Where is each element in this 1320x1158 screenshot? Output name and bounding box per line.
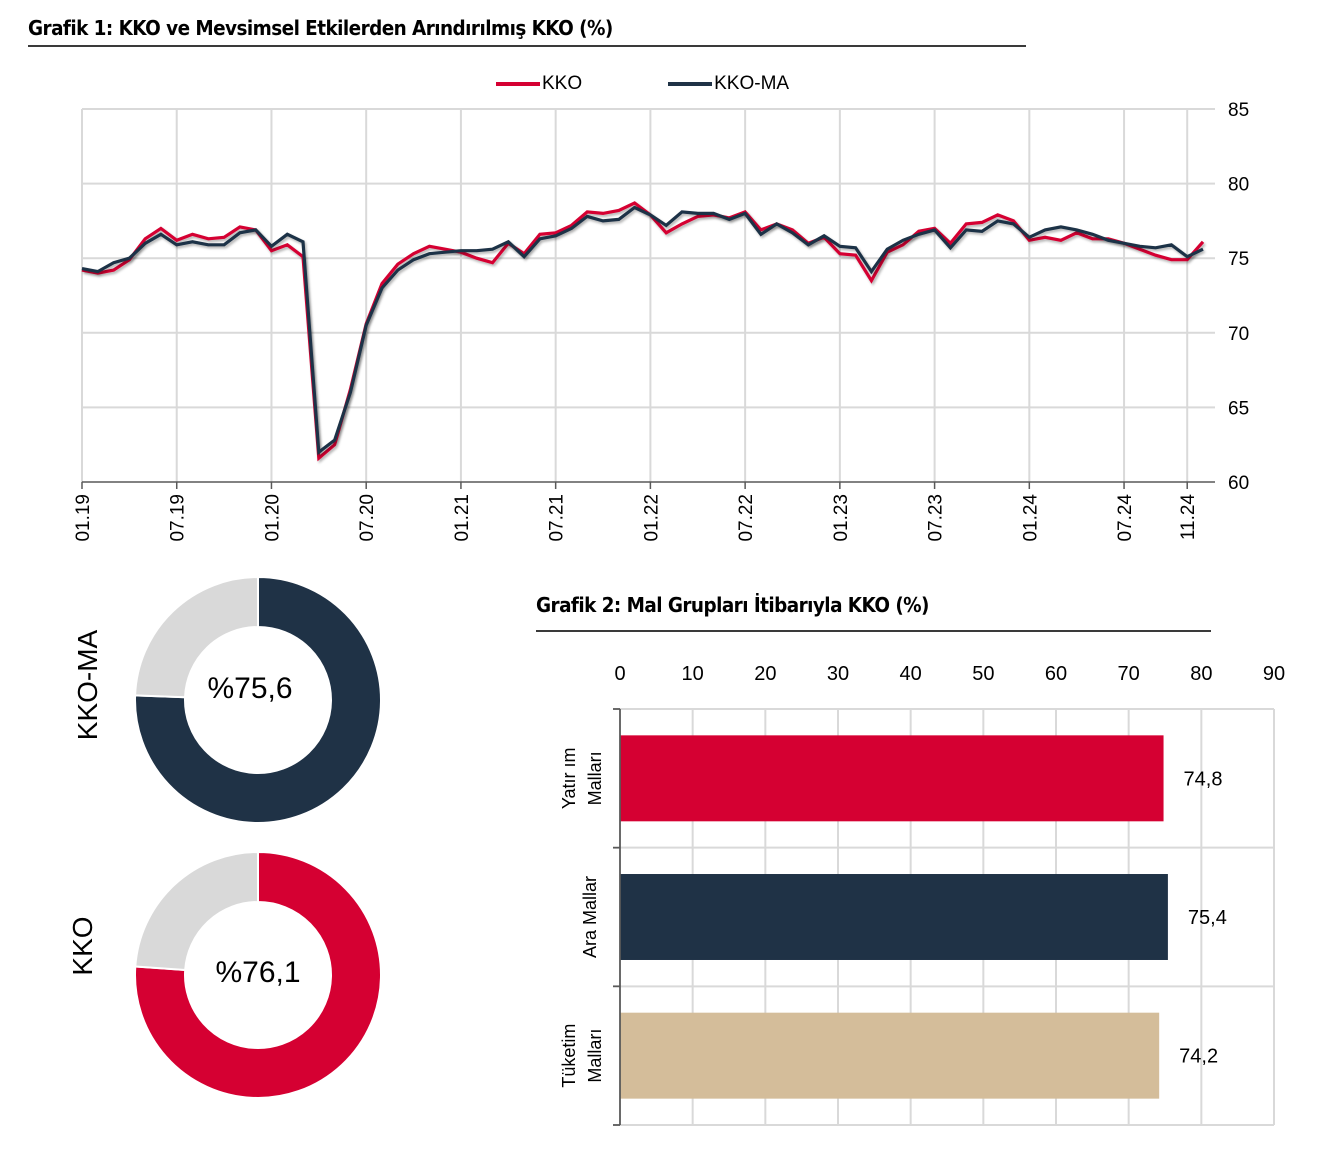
bar-chart-value-labels: 74,8 75,4 74,2 [1179,768,1227,1067]
donut-kko-ma [134,575,382,824]
bar-chart: 0 10 20 30 40 50 60 70 80 90 Yatır ım Malları Ara M… [559,663,1285,1126]
series-line-kko-ma [81,205,1204,456]
series-line-kko [81,201,1205,462]
donut-kko-value: %76,1 [215,956,301,989]
y-tick-label: 70 [1228,324,1249,345]
chart1-title-rule [28,45,1026,47]
bar-chart-x-ticks: 0 10 20 30 40 50 60 70 80 90 [614,663,1285,685]
donut-kko-label: KKO [67,916,98,976]
donut-kko [134,850,382,1099]
x-tick-label: 10 [682,663,704,685]
bar [620,1012,1160,1099]
chart2-title-rule [536,630,1211,632]
bar-value-label: 75,4 [1188,907,1227,929]
donut-remainder-segment [134,850,259,972]
donut-kko-ma-value: %75,6 [207,672,293,705]
x-tick-label: 01.24 [1020,494,1041,542]
y-tick-label: 75 [1228,249,1249,270]
bar [620,874,1168,960]
y-tick-label: 60 [1228,473,1249,494]
x-tick-label: 01.20 [262,494,283,542]
legend-swatch-kko [496,82,540,86]
category-label-line: Malları [585,1029,605,1083]
line-chart: 85 80 75 70 65 60 01.19 07.19 01.20 07.20 01.21 07… [73,100,1249,542]
line-chart-series [81,201,1205,462]
chart2-title: Grafik 2: Mal Grupları İtibarıyla KKO (%… [536,593,929,617]
x-tick-label: 07.19 [168,494,189,542]
legend-item-kko: KKO [496,73,582,95]
category-label: Tüketim Malları [559,1024,605,1088]
x-tick-label: 0 [614,663,625,685]
legend-label-kko-ma: KKO-MA [714,73,790,94]
x-tick-label: 01.22 [641,494,662,542]
x-tick-label: 07.20 [357,494,378,542]
y-tick-label: 80 [1228,175,1249,196]
x-tick-label: 07.24 [1115,494,1136,542]
category-label-line: Ara Mallar [580,876,600,958]
x-tick-label: 07.23 [926,494,947,542]
x-tick-label: 07.21 [547,494,568,542]
bar-chart-axis [613,708,621,1126]
x-tick-label: 60 [1045,663,1067,685]
x-tick-label: 90 [1263,663,1285,685]
x-tick-label: 30 [827,663,849,685]
x-tick-label: 11.24 [1178,494,1199,541]
line-chart-y-ticks: 85 80 75 70 65 60 [1228,100,1249,494]
x-tick-label: 20 [754,663,776,685]
category-label: Yatır ım Malları [559,747,605,809]
line-chart-x-ticks: 01.19 07.19 01.20 07.20 01.21 07.21 01.22 07.22… [73,494,1199,542]
y-tick-label: 85 [1228,100,1249,121]
line-chart-axes [81,481,1215,489]
x-tick-label: 01.21 [452,494,473,542]
category-label-line: Tüketim [559,1024,579,1088]
legend-item-kko-ma: KKO-MA [668,73,789,95]
x-tick-label: 07.22 [736,494,757,542]
x-tick-label: 50 [972,663,994,685]
x-tick-label: 70 [1118,663,1140,685]
chart1-title: Grafik 1: KKO ve Mevsimsel Etkilerden Ar… [28,16,613,40]
line-chart-grid [81,108,1215,482]
x-tick-label: 01.19 [73,494,94,542]
bar-chart-bars [620,735,1168,1099]
x-tick-label: 40 [900,663,922,685]
legend-swatch-kko-ma [668,82,713,86]
x-tick-label: 01.23 [831,494,852,542]
donut-kko-ma-label: KKO-MA [72,629,103,741]
bar [620,735,1164,822]
donut-value-segment [134,850,382,1099]
donut-remainder-segment [134,575,259,699]
category-label-line: Yatır ım [559,747,579,809]
chart1-legend: KKO KKO-MA [496,73,789,95]
category-label: Ara Mallar [580,876,600,958]
category-label-line: Malları [585,751,605,805]
donut-value-segment [134,575,382,824]
bar-value-label: 74,8 [1184,768,1223,790]
legend-label-kko: KKO [542,73,583,94]
y-tick-label: 65 [1228,398,1249,419]
x-tick-label: 80 [1190,663,1212,685]
bar-value-label: 74,2 [1179,1046,1218,1068]
bar-chart-category-labels: Yatır ım Malları Ara Mallar Tüketim Malları [559,747,605,1087]
